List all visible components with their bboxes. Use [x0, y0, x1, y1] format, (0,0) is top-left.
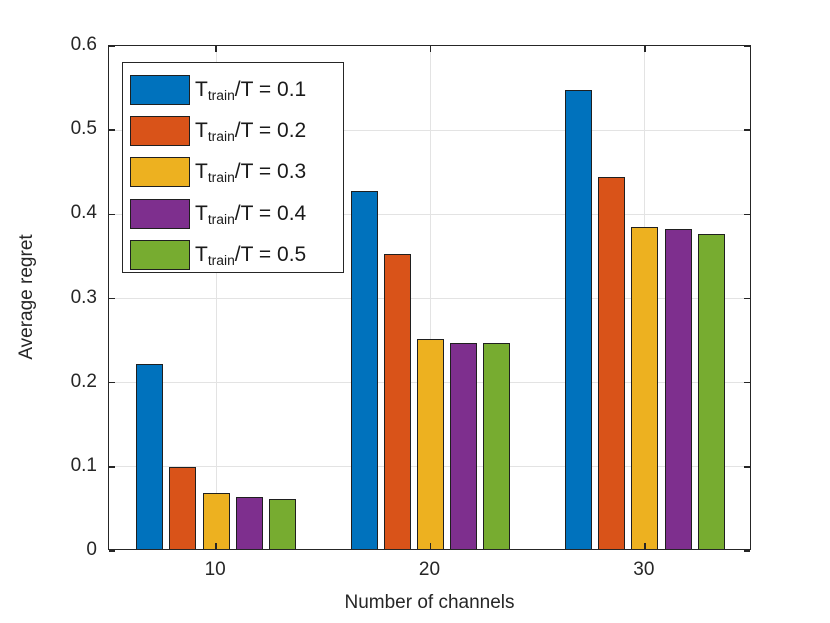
legend-item: Ttrain/T = 0.5 [123, 235, 343, 276]
legend-swatch [130, 240, 190, 271]
bar [631, 227, 659, 549]
y-axis-label: Average regret [16, 234, 37, 360]
bar [383, 254, 411, 549]
bar [269, 498, 297, 549]
plot-area [108, 45, 751, 552]
x-tick-label: 20 [418, 559, 441, 580]
legend-label: Ttrain/T = 0.1 [195, 77, 307, 103]
legend: Ttrain/T = 0.1 Ttrain/T = 0.2 Ttrain/T = 0… [122, 62, 344, 273]
legend-label: Ttrain/T = 0.2 [195, 119, 307, 144]
v-gridline [430, 46, 431, 549]
h-gridline [109, 298, 750, 299]
bar [450, 342, 478, 549]
legend-swatch [130, 74, 190, 105]
y-tick-left [109, 297, 115, 300]
y-tick-left [109, 213, 115, 216]
y-tick-right [744, 45, 750, 47]
y-tick-label: 0.1 [70, 454, 97, 476]
x-tick-top [644, 46, 646, 52]
bar [664, 229, 692, 549]
bar [136, 363, 164, 549]
y-tick-label: 0.4 [70, 202, 97, 224]
legend-item: Ttrain/T = 0.1 [123, 69, 343, 110]
x-tick-label: 30 [633, 559, 655, 580]
x-tick-bottom [429, 543, 432, 549]
bar [697, 234, 725, 549]
legend-item: Ttrain/T = 0.3 [123, 152, 343, 193]
y-tick-label: 0 [86, 539, 97, 560]
legend-label: Ttrain/T = 0.4 [195, 201, 307, 227]
y-tick-left [109, 381, 115, 384]
bar [169, 467, 197, 549]
y-tick-left [109, 45, 115, 47]
bar [350, 191, 378, 549]
y-tick-left [109, 466, 115, 468]
legend-label: Ttrain/T = 0.5 [195, 243, 307, 269]
h-gridline [109, 129, 750, 131]
v-gridline [215, 46, 217, 549]
legend-label: Ttrain/T = 0.3 [195, 160, 307, 186]
legend-swatch [130, 198, 190, 229]
x-tick-bottom [644, 543, 646, 549]
bar [598, 176, 626, 549]
y-tick-right [744, 381, 750, 384]
y-tick-right [744, 550, 750, 552]
bar [483, 342, 511, 549]
x-tick-top [215, 46, 217, 52]
y-tick-label: 0.6 [70, 34, 97, 55]
y-tick-right [744, 213, 750, 216]
y-tick-right [744, 129, 750, 131]
y-tick-label: 0.2 [70, 370, 97, 392]
bar [564, 90, 592, 549]
legend-item: Ttrain/T = 0.4 [123, 193, 343, 234]
y-tick-right [744, 466, 750, 468]
y-tick-label: 0.5 [70, 118, 97, 140]
bar [417, 338, 444, 549]
y-tick-left [109, 550, 115, 552]
legend-swatch [130, 157, 190, 188]
y-tick-right [744, 297, 750, 300]
bar [202, 493, 230, 549]
legend-swatch [130, 116, 190, 147]
x-tick-bottom [215, 543, 217, 549]
x-tick-top [429, 46, 432, 52]
x-axis-label: Number of channels [344, 592, 515, 613]
y-tick-left [109, 129, 115, 131]
bar [235, 496, 263, 549]
y-tick-label: 0.3 [70, 286, 97, 308]
h-gridline [109, 213, 750, 215]
legend-item: Ttrain/T = 0.2 [123, 110, 343, 151]
x-tick-label: 10 [204, 559, 226, 580]
